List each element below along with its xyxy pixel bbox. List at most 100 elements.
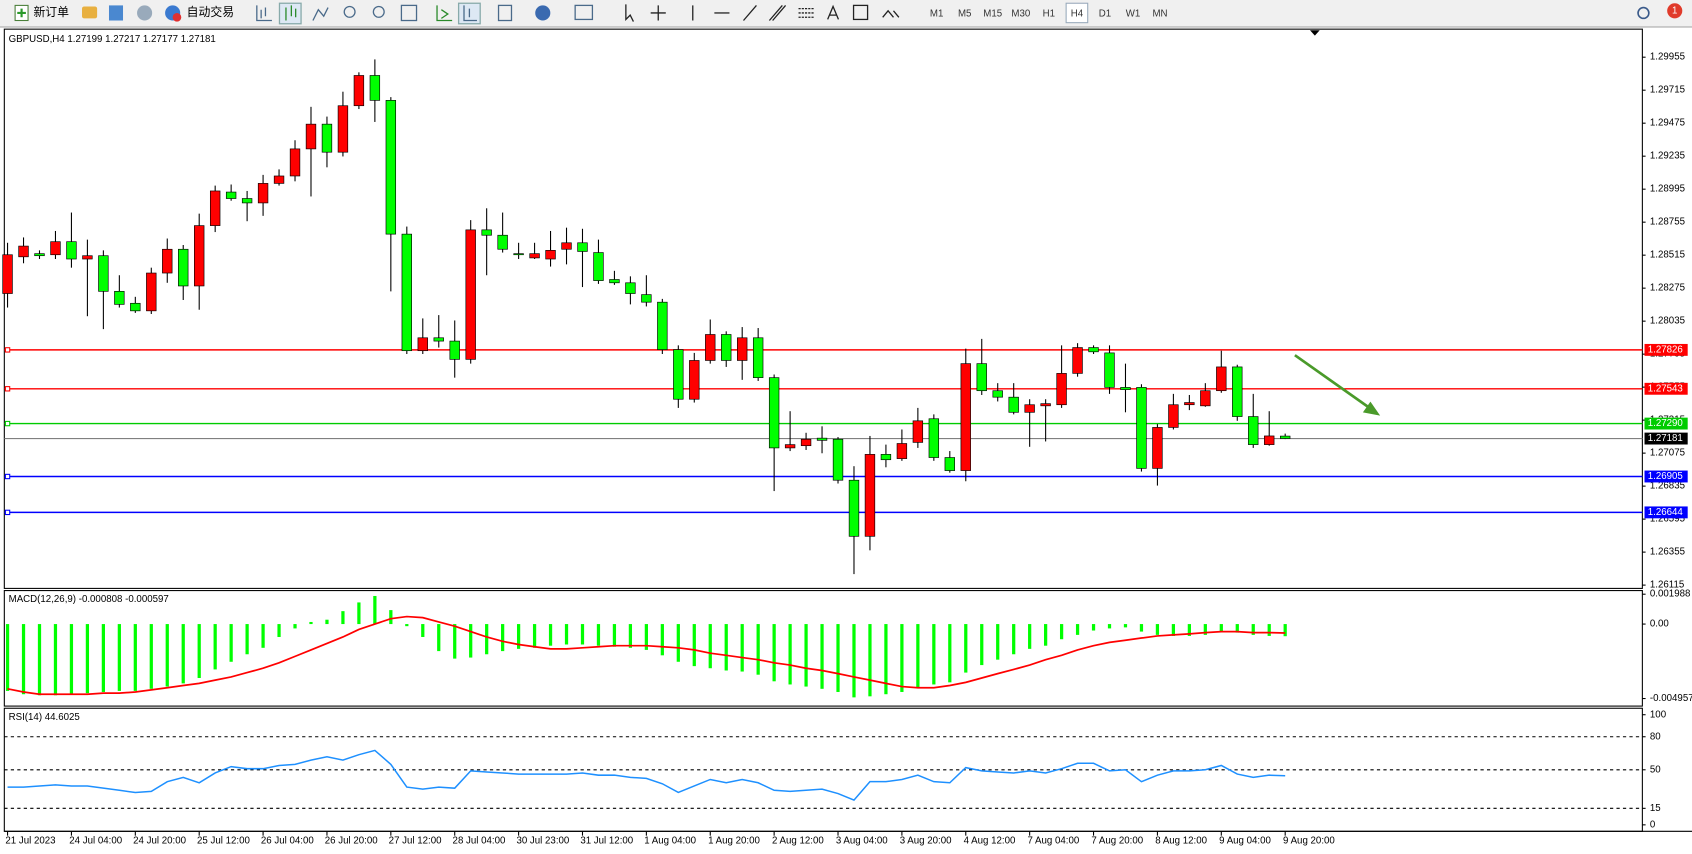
- candle-body: [944, 457, 955, 471]
- icon[interactable]: [625, 4, 635, 22]
- y-tick-label: 1.26115: [1650, 580, 1684, 591]
- candle-body: [960, 363, 971, 471]
- icon[interactable]: [285, 5, 297, 21]
- icon[interactable]: [278, 2, 302, 25]
- x-tick-label: 9 Aug 20:00: [1283, 836, 1335, 847]
- candle-body: [737, 337, 748, 361]
- macd-bar: [948, 624, 952, 683]
- icon[interactable]: [852, 4, 869, 21]
- level-label-bg: [1644, 382, 1688, 395]
- x-tick-label: 30 Jul 23:00: [516, 836, 569, 847]
- new-order-button[interactable]: 新订单: [14, 4, 69, 22]
- macd-bar: [421, 624, 425, 637]
- toolbar: [0, 0, 1692, 27]
- icon[interactable]: [463, 5, 477, 22]
- icon[interactable]: [372, 5, 385, 18]
- macd-bar: [277, 624, 281, 637]
- icon[interactable]: [256, 5, 272, 22]
- macd-bar: [1075, 624, 1080, 635]
- y-tick-label: 0.00: [1650, 619, 1669, 630]
- timeframe-button[interactable]: W1: [1126, 9, 1141, 20]
- rsi-line: [7, 749, 1286, 801]
- timeframe-button[interactable]: M5: [958, 9, 971, 20]
- candle-body: [1152, 427, 1163, 469]
- timeframe-button[interactable]: H4: [1071, 9, 1084, 20]
- icon[interactable]: [650, 5, 666, 21]
- icon[interactable]: [535, 5, 551, 21]
- macd-bar: [1091, 624, 1096, 631]
- candle-body: [1232, 366, 1243, 417]
- y-tick-label: 1.29955: [1650, 52, 1685, 63]
- macd-bar: [389, 610, 393, 625]
- candle-body: [1200, 390, 1211, 407]
- macd-bar: [1219, 624, 1223, 632]
- candle-body: [864, 454, 876, 537]
- icon[interactable]: [798, 7, 814, 18]
- candle-body: [433, 337, 444, 342]
- timeframe-button[interactable]: M30: [1011, 9, 1030, 20]
- timeframe-button[interactable]: MN: [1152, 9, 1167, 20]
- level-label-bg: [1644, 470, 1688, 483]
- candle-body: [689, 360, 700, 400]
- icon[interactable]: [108, 5, 124, 21]
- macd-bar: [1059, 624, 1064, 640]
- candle-body: [289, 148, 301, 177]
- level-label-bg: [1644, 343, 1688, 356]
- candle-body: [880, 454, 892, 461]
- icon[interactable]: [82, 6, 98, 19]
- arrow-shaft: [1294, 354, 1370, 409]
- level-label-bg: [1644, 506, 1688, 519]
- auto-trading-label[interactable]: 自动交易: [187, 5, 234, 19]
- search-icon[interactable]: [1637, 6, 1650, 20]
- y-tick-label: 1.26595: [1650, 514, 1685, 525]
- timeframe-button[interactable]: M1: [930, 9, 943, 20]
- icon[interactable]: [574, 4, 594, 21]
- macd-bar: [804, 624, 808, 687]
- icon[interactable]: [343, 5, 356, 18]
- macd-bar: [1171, 624, 1176, 636]
- macd-bar: [1235, 624, 1239, 633]
- low-value: 1.27177: [143, 33, 178, 44]
- candle-body: [673, 349, 684, 400]
- candle-body: [593, 252, 604, 281]
- macd-bar: [580, 624, 585, 645]
- y-tick-label: 1.28275: [1650, 283, 1685, 294]
- macd-value: -0.000808: [79, 594, 123, 605]
- macd-bar: [101, 624, 105, 692]
- x-tick-label: 1 Aug 20:00: [708, 836, 760, 847]
- candle-body: [209, 190, 221, 226]
- icon[interactable]: [742, 4, 757, 21]
- signal-value: -0.000597: [125, 594, 169, 605]
- auto-trading-button[interactable]: 自动交易: [165, 5, 234, 22]
- macd-bar: [564, 624, 569, 645]
- chart-shift-marker[interactable]: [1310, 30, 1320, 36]
- icon[interactable]: [312, 7, 329, 21]
- new-order-label[interactable]: 新订单: [33, 5, 69, 19]
- timeframe-button[interactable]: D1: [1099, 9, 1111, 20]
- signal-line: [7, 615, 1286, 696]
- icon[interactable]: [436, 5, 453, 22]
- notification-badge[interactable]: [1667, 3, 1683, 19]
- icon[interactable]: [400, 4, 418, 22]
- timeframe-button[interactable]: M15: [983, 9, 1002, 20]
- candle-body: [976, 363, 987, 392]
- macd-bar: [149, 624, 153, 689]
- macd-bar: [53, 624, 58, 696]
- candle-body: [178, 248, 189, 287]
- macd-bar: [516, 624, 521, 649]
- candle-body: [465, 229, 476, 360]
- icon[interactable]: [882, 9, 900, 18]
- candle-body: [1088, 347, 1099, 353]
- timeframe-button[interactable]: H1: [1043, 9, 1055, 20]
- macd-bar: [788, 624, 792, 685]
- candle-body: [1120, 387, 1131, 390]
- macd-bar: [485, 624, 489, 655]
- icon[interactable]: [137, 5, 153, 21]
- candle-body: [1136, 387, 1147, 469]
- icon[interactable]: [827, 4, 840, 20]
- y-tick-label: 1.29475: [1650, 118, 1685, 129]
- macd-bar: [644, 624, 648, 650]
- candle-body: [401, 233, 412, 352]
- icon[interactable]: [497, 4, 513, 22]
- icon[interactable]: [768, 4, 787, 21]
